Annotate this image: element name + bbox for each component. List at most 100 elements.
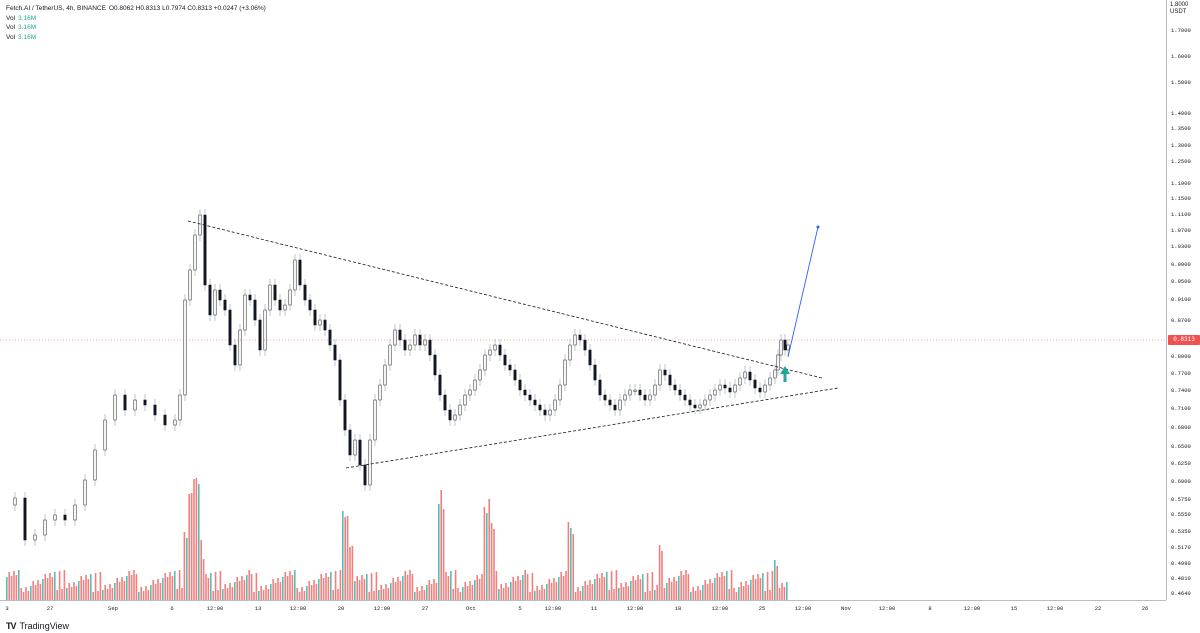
candle-body[interactable] bbox=[598, 379, 602, 396]
candle-body[interactable] bbox=[683, 394, 687, 401]
candle-body[interactable] bbox=[208, 284, 212, 316]
candle-body[interactable] bbox=[428, 339, 432, 356]
candle-body[interactable] bbox=[473, 379, 477, 391]
candle-body[interactable] bbox=[313, 309, 317, 326]
candle-body[interactable] bbox=[213, 289, 217, 316]
candle-body[interactable] bbox=[133, 399, 137, 411]
candle-body[interactable] bbox=[338, 359, 342, 401]
candle-body[interactable] bbox=[328, 329, 332, 346]
candle-body[interactable] bbox=[703, 399, 707, 406]
candle-body[interactable] bbox=[258, 319, 262, 351]
candle-body[interactable] bbox=[578, 334, 582, 341]
candle-body[interactable] bbox=[558, 384, 562, 401]
candle-body[interactable] bbox=[23, 497, 27, 541]
candle-body[interactable] bbox=[638, 389, 642, 396]
candle-body[interactable] bbox=[573, 334, 577, 346]
candle-body[interactable] bbox=[373, 399, 377, 441]
lower-trendline[interactable] bbox=[345, 387, 839, 469]
candle-body[interactable] bbox=[723, 384, 727, 389]
candle-body[interactable] bbox=[488, 349, 492, 356]
candle-body[interactable] bbox=[713, 389, 717, 396]
candle-body[interactable] bbox=[498, 344, 502, 356]
candle-body[interactable] bbox=[308, 299, 312, 311]
tradingview-logo-icon[interactable]: TV bbox=[6, 620, 16, 631]
legend-volume-row[interactable]: Vol 3.16M bbox=[6, 33, 266, 43]
candle-body[interactable] bbox=[423, 339, 427, 346]
candle-body[interactable] bbox=[318, 319, 322, 326]
candle-body[interactable] bbox=[43, 519, 47, 536]
candle-body[interactable] bbox=[153, 404, 157, 416]
candle-body[interactable] bbox=[143, 399, 147, 406]
candle-body[interactable] bbox=[358, 439, 362, 466]
candle-body[interactable] bbox=[443, 394, 447, 411]
candle-body[interactable] bbox=[188, 269, 192, 301]
candle-body[interactable] bbox=[103, 419, 107, 451]
candle-body[interactable] bbox=[708, 394, 712, 401]
candle-body[interactable] bbox=[608, 399, 612, 406]
candle-body[interactable] bbox=[83, 479, 87, 506]
candle-body[interactable] bbox=[253, 299, 257, 321]
candle-body[interactable] bbox=[63, 514, 67, 521]
candle-body[interactable] bbox=[733, 384, 737, 393]
candle-body[interactable] bbox=[508, 364, 512, 371]
candle-body[interactable] bbox=[748, 371, 752, 381]
candle-body[interactable] bbox=[758, 387, 762, 393]
candle-body[interactable] bbox=[93, 449, 97, 481]
candle-body[interactable] bbox=[463, 394, 467, 406]
candle-body[interactable] bbox=[223, 299, 227, 311]
candle-body[interactable] bbox=[618, 399, 622, 411]
projection-line[interactable] bbox=[787, 226, 819, 358]
candle-body[interactable] bbox=[343, 399, 347, 431]
candle-body[interactable] bbox=[303, 284, 307, 301]
legend-symbol[interactable]: Fetch.AI / TetherUS, 4h, BINANCE bbox=[6, 5, 106, 12]
candle-body[interactable] bbox=[728, 387, 732, 393]
candle-body[interactable] bbox=[438, 374, 442, 396]
candle-body[interactable] bbox=[776, 354, 780, 371]
candle-body[interactable] bbox=[643, 394, 647, 401]
candle-body[interactable] bbox=[693, 404, 697, 409]
candle-body[interactable] bbox=[548, 409, 552, 416]
candle-body[interactable] bbox=[433, 354, 437, 376]
candle-body[interactable] bbox=[378, 384, 382, 401]
candle-body[interactable] bbox=[123, 394, 127, 411]
candle-body[interactable] bbox=[623, 394, 627, 401]
candle-body[interactable] bbox=[73, 504, 77, 521]
candle-body[interactable] bbox=[368, 439, 372, 486]
legend-volume-row[interactable]: Vol 3.16M bbox=[6, 23, 266, 33]
candle-body[interactable] bbox=[193, 234, 197, 271]
candle-body[interactable] bbox=[738, 377, 742, 386]
candle-body[interactable] bbox=[53, 514, 57, 521]
legend-symbol-row[interactable]: Fetch.AI / TetherUS, 4h, BINANCE O0.8062… bbox=[6, 4, 266, 14]
candle-body[interactable] bbox=[483, 354, 487, 371]
candle-body[interactable] bbox=[698, 404, 702, 409]
candle-body[interactable] bbox=[688, 399, 692, 406]
candle-body[interactable] bbox=[518, 379, 522, 391]
candle-body[interactable] bbox=[248, 294, 252, 301]
candle-body[interactable] bbox=[458, 404, 462, 416]
candle-body[interactable] bbox=[779, 339, 783, 356]
candle-body[interactable] bbox=[673, 384, 677, 391]
candle-body[interactable] bbox=[543, 409, 547, 416]
candle-body[interactable] bbox=[203, 214, 207, 286]
candle-body[interactable] bbox=[786, 344, 790, 351]
candle-body[interactable] bbox=[263, 309, 267, 351]
candle-body[interactable] bbox=[33, 534, 37, 541]
candle-body[interactable] bbox=[243, 294, 247, 331]
candle-body[interactable] bbox=[768, 377, 772, 386]
candle-body[interactable] bbox=[198, 214, 202, 236]
candle-body[interactable] bbox=[238, 329, 242, 366]
candle-body[interactable] bbox=[503, 354, 507, 366]
candle-body[interactable] bbox=[183, 299, 187, 396]
candle-body[interactable] bbox=[403, 339, 407, 351]
candle-body[interactable] bbox=[568, 344, 572, 361]
candle-body[interactable] bbox=[668, 374, 672, 386]
candle-body[interactable] bbox=[783, 339, 787, 351]
chart-canvas[interactable] bbox=[0, 0, 1166, 600]
time-axis[interactable]: 3 27 Sep 6 12:00 13 12:00 20 12:00 27 Oct 5 12:00 11 1… bbox=[0, 600, 1166, 619]
candle-body[interactable] bbox=[718, 384, 722, 391]
candle-body[interactable] bbox=[563, 359, 567, 386]
candle-body[interactable] bbox=[113, 394, 117, 421]
candle-body[interactable] bbox=[283, 304, 287, 311]
candle-body[interactable] bbox=[13, 497, 17, 506]
candle-body[interactable] bbox=[663, 369, 667, 376]
